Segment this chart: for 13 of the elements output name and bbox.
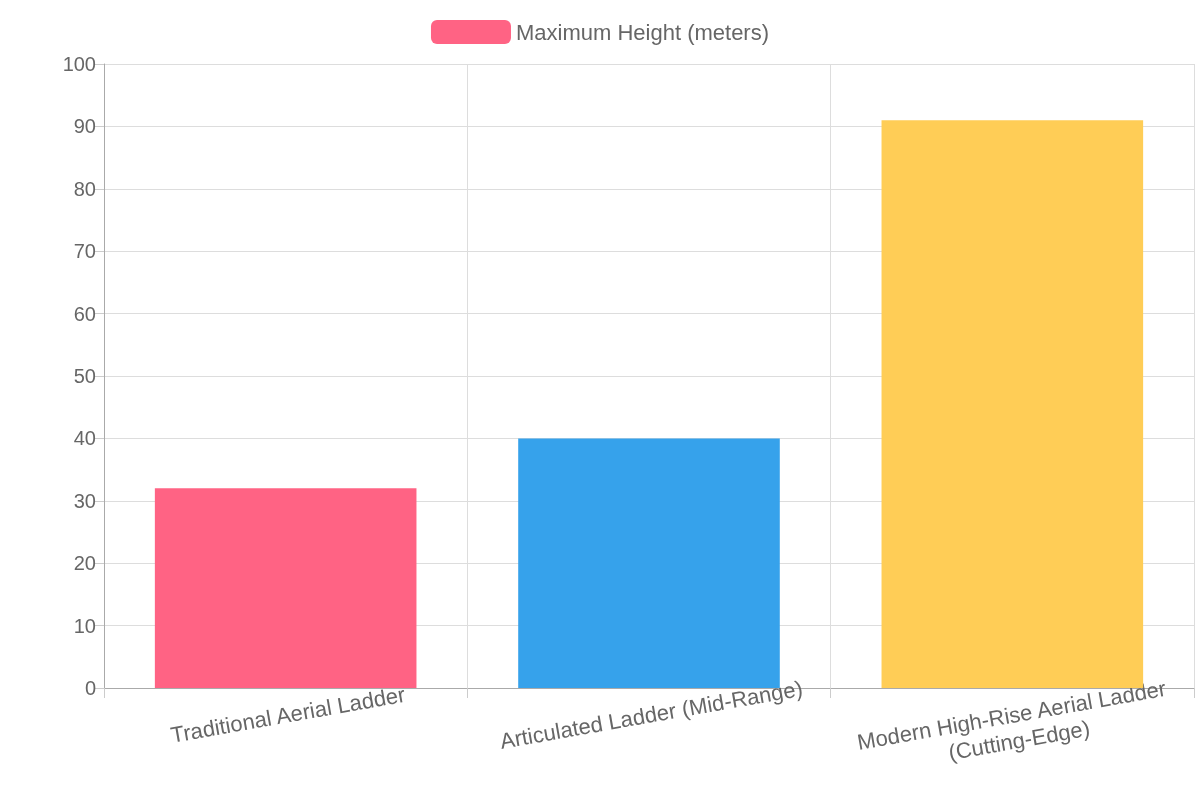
x-tick-label: Traditional Aerial Ladder (168, 681, 408, 748)
legend-label: Maximum Height (meters) (515, 19, 770, 45)
y-tick-label: 50 (73, 365, 96, 387)
y-tick-label: 100 (62, 53, 96, 75)
y-tick-label: 60 (73, 302, 96, 325)
y-tick-label: 40 (73, 427, 96, 450)
y-tick-label: 20 (73, 552, 96, 575)
y-tick-label: 10 (73, 614, 96, 637)
y-tick-label: 30 (73, 489, 96, 512)
y-tick-label: 0 (84, 677, 96, 699)
y-tick-label: 70 (73, 240, 96, 263)
y-tick-label: 90 (73, 115, 96, 138)
y-tick-label: 80 (73, 177, 96, 200)
